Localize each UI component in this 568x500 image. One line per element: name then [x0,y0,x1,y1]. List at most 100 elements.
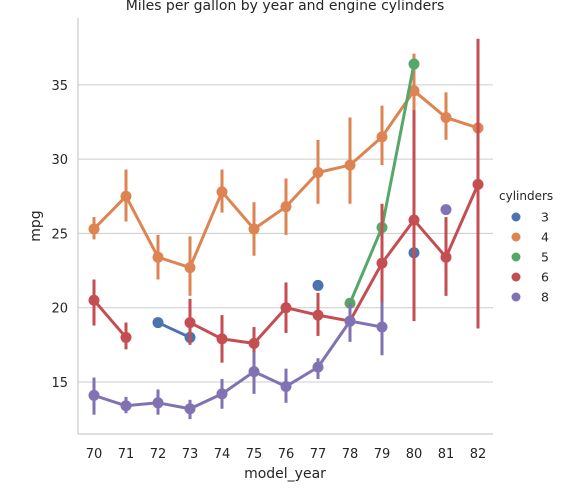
point-8-76 [280,380,292,392]
x-tick-label-72: 72 [150,447,167,462]
point-8-71 [120,400,132,412]
point-6-76 [280,302,292,314]
point-4-81 [440,112,452,124]
x-tick-label-75: 75 [246,447,263,462]
y-tick-label-35: 35 [51,79,68,94]
series-layer [88,38,484,420]
legend-marker-5 [511,252,521,262]
point-8-78 [344,315,356,327]
line-segment-8-73 [188,392,224,411]
x-tick-labels: 70 71 72 73 74 75 76 77 78 79 80 81 82 [86,447,487,462]
line-segment-8-70 [92,393,128,408]
line-segment-5-78 [348,225,384,305]
legend-marker-3 [511,212,521,222]
line-segment-4-70 [92,194,128,231]
line-segment-8-75 [252,370,288,388]
point-8-74 [216,388,228,400]
point-4-76 [280,201,292,213]
point-6-73 [184,317,196,329]
line-segment-4-76 [284,171,320,209]
series-6 [88,38,484,363]
point-3-77 [312,279,324,291]
legend-label-4: 4 [541,230,549,245]
line-segment-8-77 [316,319,352,369]
series-8 [88,204,452,420]
point-8-81 [440,204,452,216]
point-6-75 [248,337,260,349]
x-tick-label-71: 71 [118,447,135,462]
point-4-80 [408,85,420,97]
x-tick-label-78: 78 [342,447,359,462]
point-6-79 [376,257,388,269]
line-segment-8-74 [220,370,256,396]
y-tick-label-30: 30 [51,153,68,168]
line-segment-4-71 [124,194,160,259]
line-segment-4-78 [348,135,384,167]
y-tick-label-15: 15 [51,376,68,391]
point-8-72 [152,397,164,409]
x-tick-label-80: 80 [406,447,423,462]
line-segment-4-73 [188,190,224,270]
point-6-71 [120,331,132,343]
point-6-70 [88,294,100,306]
point-4-70 [88,223,100,235]
point-4-71 [120,190,132,202]
point-6-74 [216,333,228,345]
point-4-73 [184,262,196,274]
line-segment-4-81 [444,116,480,130]
point-6-82 [472,178,484,190]
point-4-72 [152,251,164,263]
x-axis-label: model_year [244,466,326,482]
x-tick-label-74: 74 [214,447,231,462]
line-segment-4-75 [252,205,288,231]
line-segment-3-72 [156,321,192,339]
point-8-77 [312,361,324,373]
x-tick-label-81: 81 [438,447,455,462]
point-4-79 [376,131,388,143]
line-segment-6-78 [348,261,384,323]
legend-marker-6 [511,272,521,282]
legend-label-3: 3 [541,210,549,225]
x-tick-label-70: 70 [86,447,103,462]
x-tick-label-82: 82 [470,447,487,462]
point-4-74 [216,186,228,198]
point-6-80 [408,214,420,226]
x-tick-label-77: 77 [310,447,327,462]
x-tick-label-76: 76 [278,447,295,462]
line-segment-6-75 [252,306,288,345]
y-tick-labels: 15 20 25 30 35 [51,79,68,391]
point-8-75 [248,366,260,378]
legend-marker-8 [511,292,521,302]
legend-label-5: 5 [541,250,549,265]
point-8-73 [184,403,196,415]
line-segment-4-74 [220,190,256,231]
x-tick-label-73: 73 [182,447,199,462]
legend-title: cylinders [499,189,553,203]
y-tick-label-20: 20 [51,302,68,317]
axes [77,18,493,435]
line-segment-4-79 [380,89,416,139]
legend-marker-4 [511,232,521,242]
line-segment-8-76 [284,365,320,388]
point-4-75 [248,223,260,235]
y-tick-label-25: 25 [51,227,68,242]
chart-title: Miles per gallon by year and engine cyli… [126,0,445,14]
x-tick-label-79: 79 [374,447,391,462]
line-segment-6-73 [188,321,224,341]
legend: cylinders 3 4 5 6 8 [499,189,553,305]
legend-label-8: 8 [541,290,549,305]
point-4-77 [312,167,324,179]
line-segment-6-81 [444,182,480,259]
point-6-77 [312,309,324,321]
point-8-79 [376,321,388,333]
line-segment-6-79 [380,218,416,265]
point-8-70 [88,389,100,401]
point-5-80 [408,58,420,70]
line-segment-4-72 [156,255,192,270]
line-segment-5-79 [380,62,416,229]
line-segment-6-70 [92,298,128,339]
line-segment-6-80 [412,218,448,259]
legend-label-6: 6 [541,270,549,285]
y-axis-label: mpg [28,210,44,241]
